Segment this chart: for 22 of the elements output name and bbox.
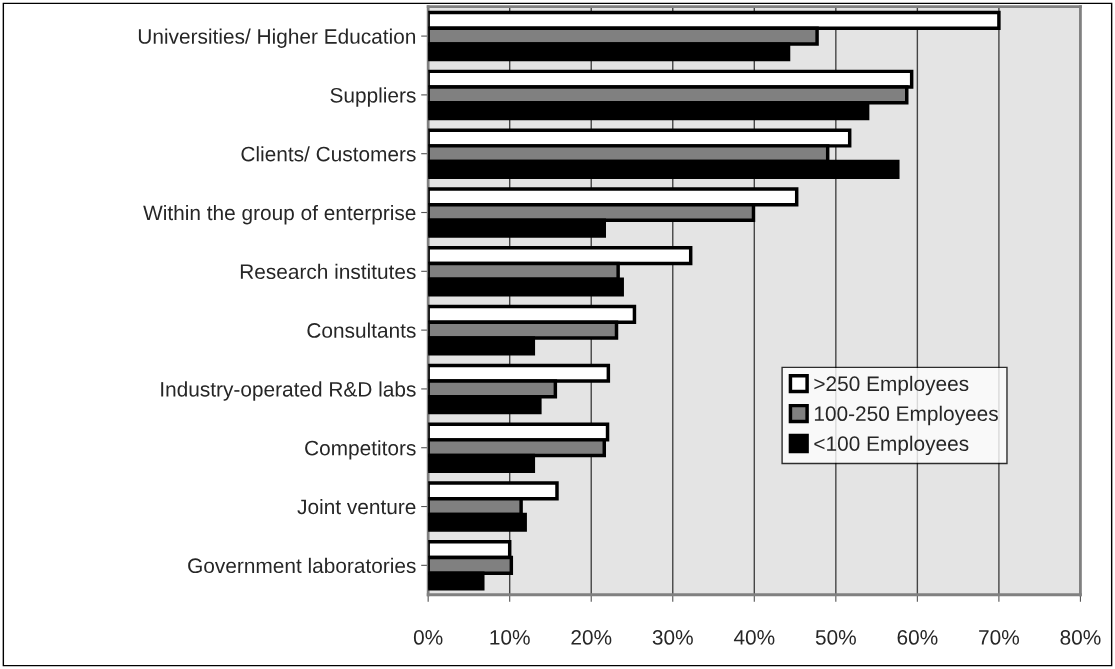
x-tick-label: 40% <box>733 630 775 645</box>
y-tick-label: Research institutes <box>240 263 416 280</box>
x-tick-label: 50% <box>815 630 856 645</box>
y-tick-label: Clients/ Customers <box>241 146 416 162</box>
y-tick-label: Consultants <box>307 322 416 338</box>
y-tick-label: Government laboratories <box>188 557 416 574</box>
x-tick-label: 10% <box>490 630 530 645</box>
y-tick-label: Industry-operated R&D labs <box>161 381 416 401</box>
legend-label: 100-250 Employees <box>814 405 998 426</box>
x-tick-label: 60% <box>897 630 938 645</box>
legend-label: <100 Employees <box>814 435 969 456</box>
y-tick-label: Joint venture <box>297 498 416 515</box>
x-tick-label: 80% <box>1060 630 1101 645</box>
legend-label: >250 Employees <box>814 375 969 396</box>
y-tick-label: Universities/ Higher Education <box>138 28 416 48</box>
x-tick-label: 30% <box>652 630 693 645</box>
y-tick-label: Suppliers <box>330 87 416 107</box>
x-tick-label: 0% <box>413 630 443 645</box>
y-tick-label: Within the group of enterprise <box>143 204 416 225</box>
y-tick-label: Competitors <box>305 440 416 460</box>
x-tick-label: 70% <box>979 630 1020 645</box>
x-tick-label: 20% <box>571 630 612 645</box>
